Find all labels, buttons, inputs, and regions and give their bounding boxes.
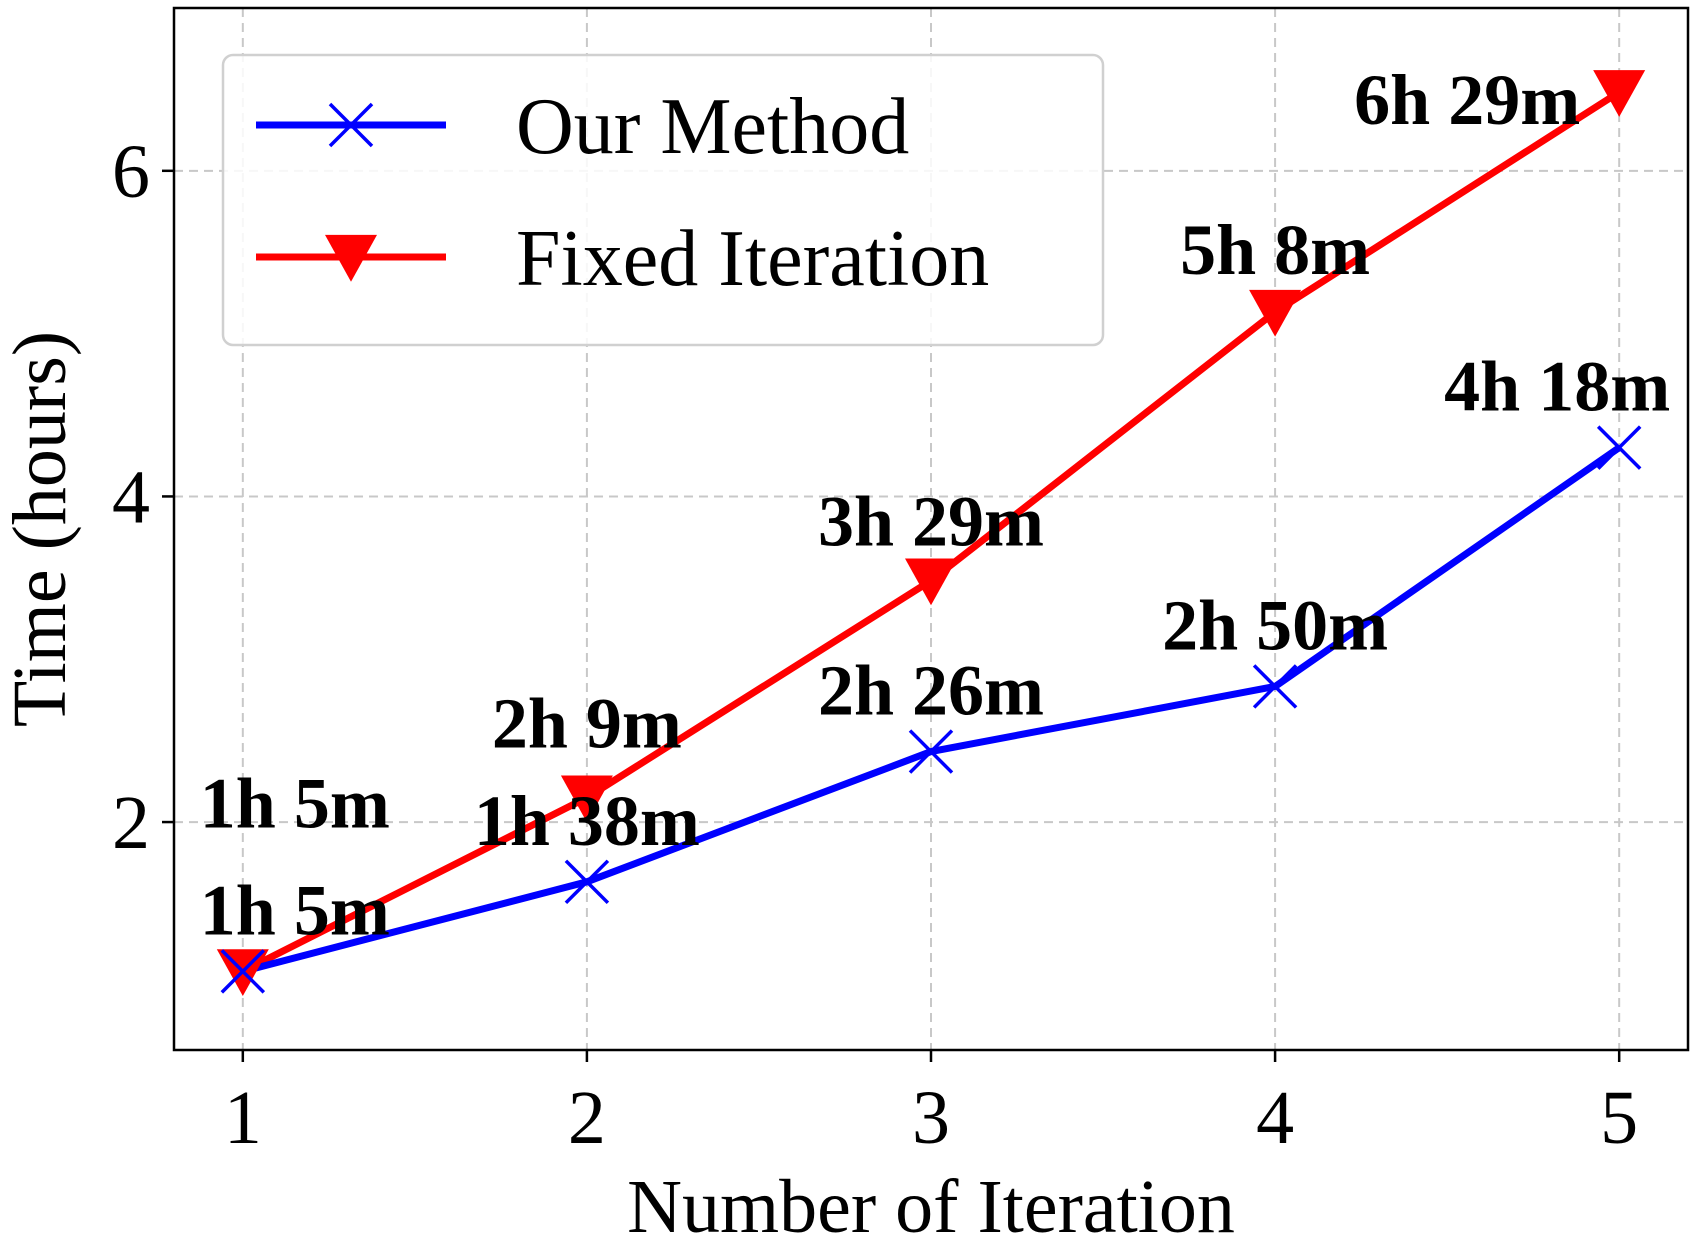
x-marker-stroke: [1596, 425, 1642, 470]
x-marker-stroke: [328, 102, 374, 148]
y-tick-label: 4: [112, 455, 150, 539]
legend-label: Fixed Iteration: [516, 215, 989, 303]
x-marker-stroke: [1252, 664, 1298, 709]
x-tick-label: 2: [568, 1076, 606, 1160]
y-tick-label: 2: [112, 781, 150, 865]
x-marker-stroke: [564, 859, 610, 905]
data-label: 2h 50m: [1162, 585, 1388, 665]
series-1-point: [560, 775, 613, 823]
series-1-point: [1593, 70, 1646, 117]
data-label: 2h 26m: [818, 651, 1044, 731]
x-tick-label: 4: [1256, 1076, 1294, 1160]
series-1-point: [905, 558, 957, 606]
data-label: 1h 38m: [474, 781, 700, 861]
x-axis-label: Number of Iteration: [627, 1165, 1235, 1249]
y-axis-label: Time (hours): [0, 331, 82, 727]
series-0-point: [220, 949, 266, 994]
x-tick-label: 3: [912, 1076, 950, 1160]
data-label: 2h 9m: [492, 684, 682, 764]
data-label: 6h 29m: [1354, 60, 1580, 140]
series-0-point: [564, 859, 610, 905]
series-markers: [216, 70, 1646, 997]
data-label: 1h 5m: [200, 763, 390, 843]
axis-ticks: 1 2 3 4 5 2 4 6: [112, 130, 1638, 1160]
legend: Our Method Fixed Iteration: [221, 53, 1105, 347]
series-0-point: [1252, 664, 1298, 709]
legend-marker-1: [325, 234, 377, 282]
y-tick-label: 6: [112, 130, 150, 214]
x-tick-label: 5: [1600, 1076, 1638, 1160]
legend-marker-0: [328, 102, 374, 148]
x-marker-stroke: [220, 949, 266, 994]
series-0-point: [908, 729, 954, 774]
x-marker-stroke: [908, 729, 954, 774]
x-tick-label: 1: [224, 1076, 262, 1160]
data-label: 1h 5m: [200, 870, 390, 950]
data-labels: 1h 5m 1h 38m 2h 26m 2h 50m 4h 18m 1h 5m 2h 9m 3…: [200, 60, 1670, 950]
data-label: 5h 8m: [1180, 210, 1370, 290]
data-label: 3h 29m: [818, 482, 1044, 562]
series-1-point: [1249, 289, 1302, 337]
data-label: 4h 18m: [1444, 347, 1670, 427]
legend-label: Our Method: [516, 83, 909, 171]
series-0-point: [1596, 425, 1642, 470]
